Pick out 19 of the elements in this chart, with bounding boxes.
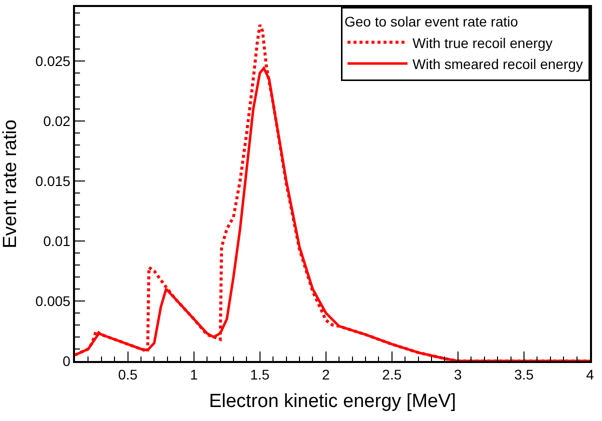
y-tick-label: 0.015	[35, 172, 71, 189]
x-tick-label: 1	[190, 366, 198, 383]
legend-title: Geo to solar event rate ratio	[344, 14, 518, 30]
y-tick-label: 0.005	[35, 292, 71, 309]
legend-label: With smeared recoil energy	[412, 56, 583, 72]
x-axis-title: Electron kinetic energy [MeV]	[208, 390, 456, 412]
y-axis-title: Event rate ratio	[0, 120, 21, 248]
x-tick-label: 4	[586, 366, 594, 383]
x-tick-label: 3	[454, 366, 462, 383]
y-tick-label: 0.01	[43, 232, 71, 249]
x-tick-label: 1.5	[250, 366, 270, 383]
legend-label: With true recoil energy	[412, 34, 553, 51]
x-tick-label: 0.5	[118, 366, 138, 383]
y-tick-label: 0.025	[35, 52, 71, 69]
y-tick-label: 0.02	[43, 112, 71, 129]
y-tick-label: 0	[62, 352, 71, 369]
x-tick-label: 3.5	[514, 366, 534, 383]
x-tick-label: 2.5	[382, 366, 402, 383]
x-tick-label: 2	[322, 366, 330, 383]
